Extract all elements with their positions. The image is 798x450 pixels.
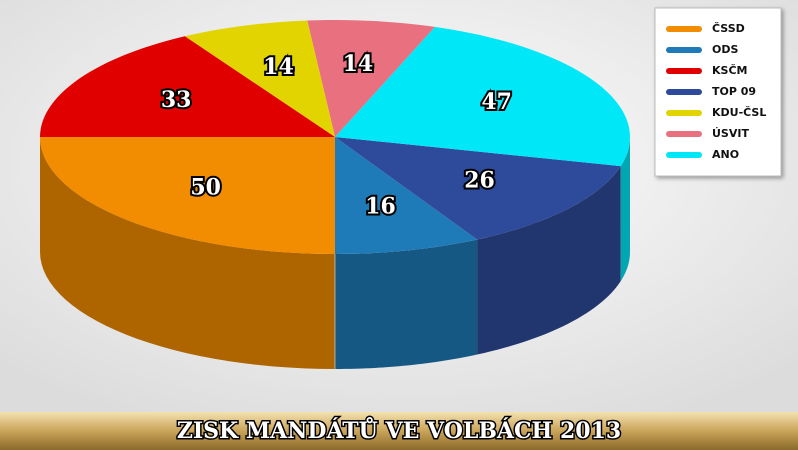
legend-swatch bbox=[666, 89, 702, 95]
legend-swatch bbox=[666, 26, 702, 32]
pie-slice bbox=[335, 137, 621, 240]
data-label: 16 bbox=[365, 193, 396, 219]
pie: 16 26 47 14 14 33 50 bbox=[40, 20, 630, 369]
pie-side bbox=[477, 166, 621, 355]
pie-slice bbox=[307, 20, 435, 137]
data-label: 26 bbox=[464, 167, 495, 193]
legend-swatch bbox=[666, 131, 702, 137]
pie-side bbox=[620, 137, 630, 282]
legend-label: ČSSD bbox=[712, 22, 745, 35]
legend-label: ÚSVIT bbox=[712, 127, 749, 140]
title-banner bbox=[0, 412, 798, 450]
legend-swatch bbox=[666, 47, 702, 53]
pie-slice bbox=[335, 137, 478, 254]
pie-slice bbox=[40, 137, 335, 254]
data-label: 14 bbox=[343, 51, 374, 77]
legend-label: KSČM bbox=[712, 64, 747, 77]
pie-side bbox=[335, 239, 478, 369]
pie-slice bbox=[40, 36, 335, 137]
data-label: 50 bbox=[190, 174, 221, 200]
legend-swatch bbox=[666, 68, 702, 74]
legend-label: ANO bbox=[712, 148, 739, 161]
pie-side bbox=[40, 137, 335, 369]
legend-label: TOP 09 bbox=[712, 85, 756, 98]
legend-label: KDU-ČSL bbox=[712, 106, 766, 119]
data-label: 14 bbox=[263, 54, 294, 80]
chart-title: ZISK MANDÁTŮ VE VOLBÁCH 2013 bbox=[177, 417, 621, 444]
data-label: 33 bbox=[161, 87, 192, 113]
legend-swatch bbox=[666, 110, 702, 116]
pie-slice bbox=[335, 26, 630, 167]
data-label: 47 bbox=[481, 89, 512, 115]
legend-label: ODS bbox=[712, 43, 738, 56]
legend: ČSSD ODS KSČM TOP 09 KDU-ČSL ÚSVIT ANO bbox=[654, 7, 782, 177]
legend-swatch bbox=[666, 152, 702, 158]
pie-slice bbox=[184, 20, 335, 138]
